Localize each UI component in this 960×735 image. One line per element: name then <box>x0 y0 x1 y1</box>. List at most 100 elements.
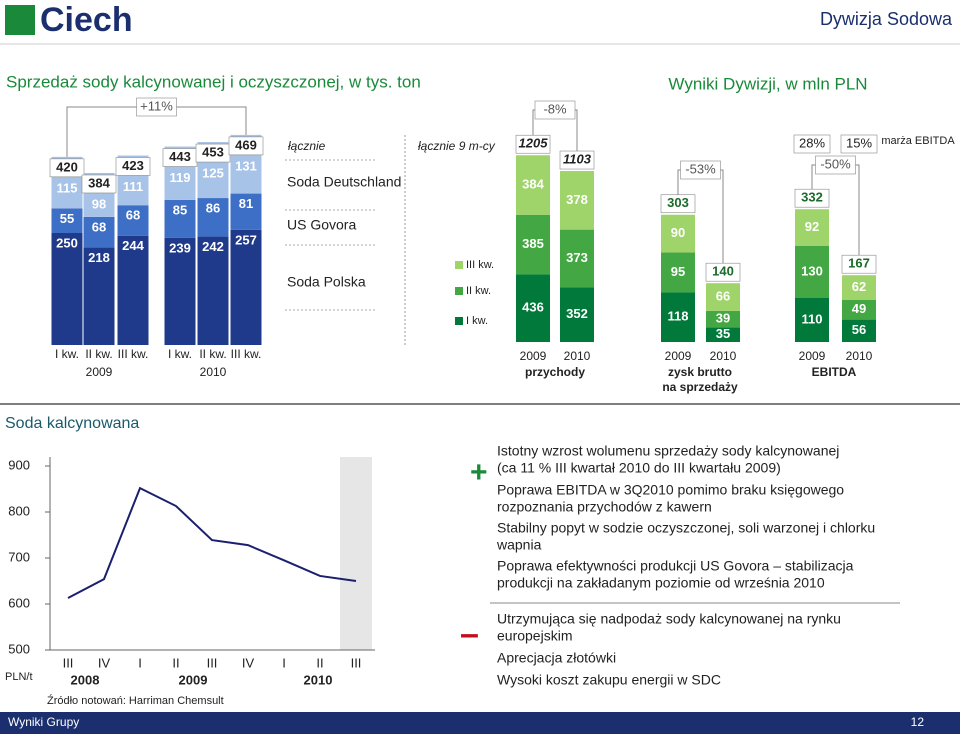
total-label: 167 <box>848 256 870 271</box>
total-label: 1205 <box>519 136 549 151</box>
segment-label: 110 <box>802 311 823 326</box>
bar-segment <box>661 252 695 293</box>
group-label: 2009 <box>86 365 113 379</box>
bullet-text: produkcji na zakładanym poziomie od wrze… <box>497 575 825 591</box>
segment-label: 90 <box>671 225 685 240</box>
segment-label: 131 <box>235 158 257 173</box>
legend-label: I kw. <box>466 315 488 327</box>
bar-segment <box>842 319 876 342</box>
change-label-box <box>680 160 721 180</box>
footer-bar <box>0 712 960 734</box>
bar-segment <box>795 246 829 298</box>
total-label: 423 <box>122 158 144 173</box>
segment-label: 55 <box>60 211 74 226</box>
segment-label: 218 <box>88 250 110 265</box>
legend-total: łącznie <box>288 139 326 153</box>
bar-segment <box>83 247 115 345</box>
legend-label: II kw. <box>466 285 491 297</box>
segment-label: 62 <box>852 279 866 294</box>
total-label-box <box>228 136 264 156</box>
x-tick-label: 2009 <box>520 349 547 363</box>
bullet-text: Poprawa EBITDA w 3Q2010 pomimo braku ksi… <box>497 482 844 498</box>
plus-sign: + <box>470 456 488 489</box>
total-label: 303 <box>667 195 689 210</box>
total-label: 332 <box>801 190 823 205</box>
x-tick-label: III kw. <box>231 347 262 361</box>
segment-label: 118 <box>668 309 689 324</box>
y-tick-label: 600 <box>8 595 30 610</box>
total-label-box <box>81 174 117 194</box>
division: Dywizja Sodowa <box>820 9 953 29</box>
legend-label: Soda Deutschland <box>287 174 401 190</box>
x-tick-label: II kw. <box>85 347 112 361</box>
bar-segment <box>83 216 115 248</box>
bullet-text: Utrzymująca się nadpodaż sody kalcynowan… <box>497 611 841 627</box>
x-tick-label: III kw. <box>118 347 149 361</box>
margin-label: 28% <box>799 135 825 150</box>
x-tick-label: 2009 <box>665 349 692 363</box>
bullet-text: Wysoki koszt zakupu energii w SDC <box>497 672 721 688</box>
group-label: 2008 <box>71 672 100 687</box>
segment-label: 385 <box>522 236 544 251</box>
x-tick-label: I kw. <box>168 347 192 361</box>
margin-name: marża EBITDA <box>881 135 955 147</box>
bar-segment <box>516 155 550 215</box>
segment-label: 125 <box>202 165 224 180</box>
segment-label: 384 <box>522 176 544 191</box>
segment-label: 111 <box>123 179 143 194</box>
change-label: -50% <box>820 156 851 171</box>
total-label: 453 <box>202 144 224 159</box>
x-tick-label: I <box>282 655 286 670</box>
bar-segment <box>197 198 229 237</box>
page-number: 12 <box>911 715 925 729</box>
segment-label: 378 <box>566 192 588 207</box>
logo: Ciech <box>40 1 133 39</box>
change-label: +11% <box>140 98 173 113</box>
legend-label: III kw. <box>466 259 494 271</box>
x-tick-label: III <box>207 655 218 670</box>
segment-label: 242 <box>202 239 224 254</box>
bar-segment <box>706 283 740 311</box>
x-tick-label: I <box>138 655 142 670</box>
total-label-box <box>49 158 85 178</box>
logo-icon <box>5 5 35 35</box>
segment-label: 39 <box>716 311 730 326</box>
bar-segment <box>661 214 695 253</box>
segment-label: 257 <box>235 232 257 247</box>
legend-label: US Govora <box>287 217 356 233</box>
chart-label: przychody <box>525 365 585 379</box>
y-tick-label: 900 <box>8 457 30 472</box>
segment-label: 244 <box>122 238 144 253</box>
x-tick-label: IV <box>98 655 111 670</box>
bar-segment <box>117 205 149 236</box>
segment-label: 81 <box>239 196 253 211</box>
bar-segment <box>197 236 229 345</box>
group-label: 2010 <box>200 365 227 379</box>
bullet-text: europejskim <box>497 628 572 644</box>
bar-segment <box>560 287 594 342</box>
bullet-text: Stabilny popyt w sodzie oczyszczonej, so… <box>497 520 875 536</box>
chart-label: zysk brutto <box>668 365 732 379</box>
total-label-box <box>115 157 151 176</box>
change-label: -8% <box>543 101 567 116</box>
segment-label: 85 <box>173 202 187 217</box>
bar-segment <box>842 300 876 320</box>
y-tick-label: 800 <box>8 503 30 518</box>
segment-label: 68 <box>126 208 140 223</box>
x-tick-label: 2010 <box>564 349 591 363</box>
segment-label: 68 <box>92 219 106 234</box>
segment-label: 49 <box>852 301 866 316</box>
bullet-text: wapnia <box>496 537 542 553</box>
right-title: Wyniki Dywizji, w mln PLN <box>668 74 867 93</box>
total-label: 1103 <box>563 151 592 166</box>
bar-segment <box>706 310 740 328</box>
x-tick-label: IV <box>242 655 255 670</box>
total-label: 384 <box>88 175 110 190</box>
segment-label: 66 <box>716 288 730 303</box>
legend-swatch <box>455 317 463 325</box>
change-label-box <box>136 97 177 117</box>
segment-label: 119 <box>170 170 191 185</box>
bullet-text: rozpoznania przychodów z kawern <box>497 499 712 515</box>
bar-segment <box>795 298 829 342</box>
